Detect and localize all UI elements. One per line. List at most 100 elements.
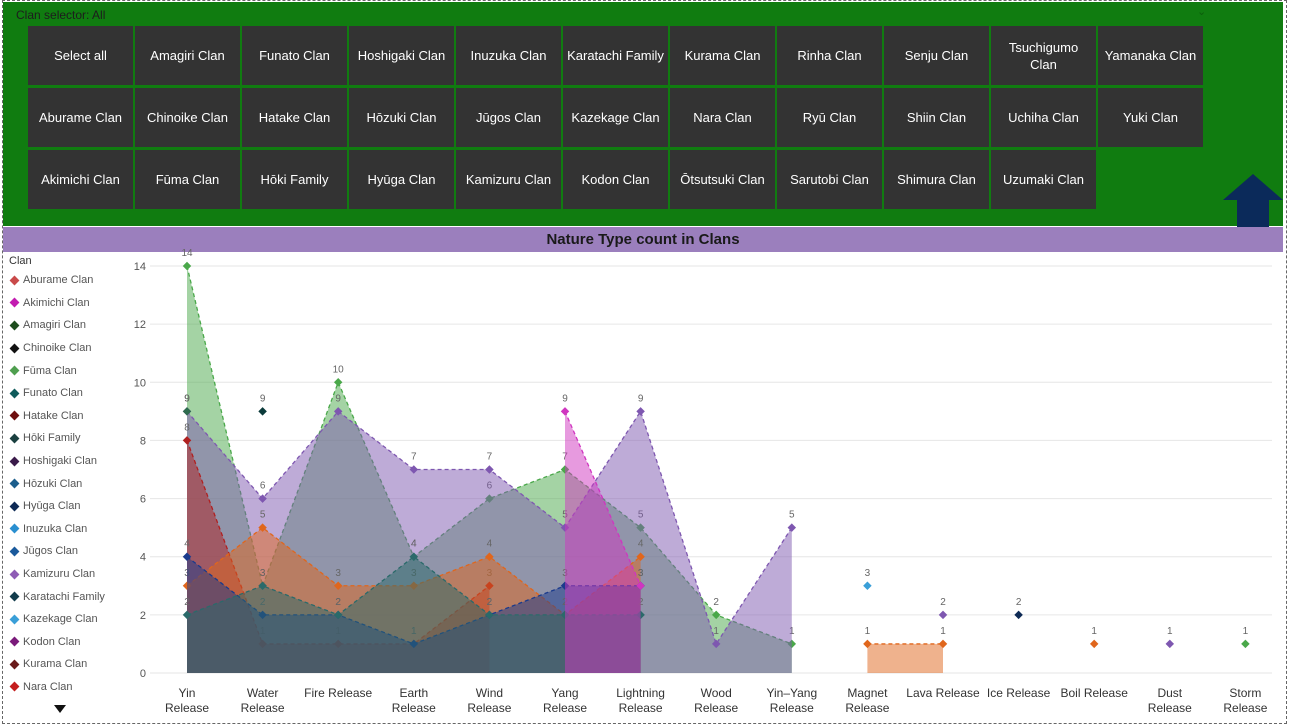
clan-button[interactable]: Shiin Clan [884, 88, 989, 147]
chevron-down-icon[interactable] [52, 702, 68, 716]
clan-button[interactable]: Hōzuki Clan [349, 88, 454, 147]
slicer-chevron-icon[interactable]: ⌄ [1197, 6, 1207, 18]
data-point[interactable] [485, 610, 494, 620]
legend-item[interactable]: Hyūga Clan [9, 495, 129, 518]
legend-item[interactable]: Aburame Clan [9, 269, 129, 292]
data-point[interactable] [258, 581, 267, 591]
data-point[interactable] [333, 581, 343, 591]
clan-button[interactable]: Select all [28, 26, 133, 85]
legend-label: Hōki Family [23, 432, 81, 445]
legend-label: Hōzuki Clan [23, 477, 83, 490]
clan-button[interactable]: Rinha Clan [777, 26, 882, 85]
legend-item[interactable]: Kurama Clan [9, 653, 129, 676]
legend-label: Funato Clan [23, 387, 83, 400]
clan-button[interactable]: Senju Clan [884, 26, 989, 85]
x-tick-label: Storm Release [1223, 686, 1267, 715]
data-point[interactable] [409, 465, 419, 474]
clan-button[interactable]: Karatachi Family [563, 26, 668, 85]
data-point[interactable] [560, 407, 570, 416]
clan-button[interactable]: Tsuchigumo Clan [991, 26, 1096, 85]
data-point[interactable] [787, 523, 797, 532]
clan-button[interactable]: Aburame Clan [28, 88, 133, 147]
legend-item[interactable]: Hōki Family [9, 427, 129, 450]
clan-button[interactable]: Kazekage Clan [563, 88, 668, 147]
legend-label: Hoshigaki Clan [23, 455, 97, 468]
data-point[interactable] [711, 639, 721, 649]
clan-button[interactable]: Chinoike Clan [135, 88, 240, 147]
x-tick-label: Ice Release [987, 686, 1051, 700]
clan-button[interactable]: Kodon Clan [563, 150, 668, 209]
clan-button[interactable]: Uchiha Clan [991, 88, 1096, 147]
data-label: 9 [184, 393, 190, 404]
series-line [564, 411, 642, 587]
clan-button[interactable]: Hatake Clan [242, 88, 347, 147]
data-point[interactable] [711, 610, 721, 620]
clan-button[interactable]: Hyūga Clan [349, 150, 454, 209]
legend-item[interactable]: Chinoike Clan [9, 337, 129, 360]
data-point[interactable] [258, 523, 267, 532]
legend-item[interactable]: Amagiri Clan [9, 314, 129, 337]
legend-item[interactable]: Funato Clan [9, 382, 129, 405]
legend-item[interactable]: Inuzuka Clan [9, 518, 129, 541]
y-tick-label: 10 [134, 377, 146, 389]
data-label: 9 [260, 393, 266, 404]
clan-button[interactable]: Sarutobi Clan [777, 150, 882, 209]
legend-item[interactable]: Nara Clan [9, 676, 129, 699]
clan-button[interactable]: Hōki Family [242, 150, 347, 209]
clan-button[interactable]: Akimichi Clan [28, 150, 133, 209]
data-point[interactable] [333, 407, 343, 416]
data-point[interactable] [182, 261, 192, 271]
legend-item[interactable]: Hatake Clan [9, 405, 129, 428]
data-point[interactable] [938, 639, 948, 649]
clan-button[interactable]: Jūgos Clan [456, 88, 561, 147]
clan-button[interactable]: Funato Clan [242, 26, 347, 85]
legend-item[interactable]: Jūgos Clan [9, 540, 129, 563]
data-point[interactable] [333, 378, 343, 387]
legend-item[interactable]: Akimichi Clan [9, 292, 129, 315]
data-point[interactable] [333, 610, 343, 620]
data-point[interactable] [1014, 610, 1023, 620]
data-point[interactable] [258, 494, 267, 503]
data-point[interactable] [636, 407, 645, 416]
data-point[interactable] [1089, 639, 1099, 649]
data-point[interactable] [258, 407, 267, 416]
data-point[interactable] [485, 465, 494, 474]
data-point[interactable] [182, 436, 192, 445]
data-label: 1 [865, 626, 871, 637]
clan-button[interactable]: Fūma Clan [135, 150, 240, 209]
legend-item[interactable]: Kodon Clan [9, 631, 129, 654]
data-point[interactable] [1241, 639, 1250, 649]
legend-item[interactable]: Hōzuki Clan [9, 472, 129, 495]
legend-item[interactable]: Hoshigaki Clan [9, 450, 129, 473]
clan-button[interactable]: Uzumaki Clan [991, 150, 1096, 209]
clan-button[interactable]: Shimura Clan [884, 150, 989, 209]
data-point[interactable] [182, 407, 192, 416]
legend-item[interactable]: Kazekage Clan [9, 608, 129, 631]
data-point[interactable] [636, 581, 645, 591]
legend-item[interactable]: Karatachi Family [9, 585, 129, 608]
data-point[interactable] [1165, 639, 1175, 649]
data-point[interactable] [863, 639, 872, 649]
data-point[interactable] [863, 581, 872, 591]
clan-button[interactable]: Hoshigaki Clan [349, 26, 454, 85]
clan-button[interactable]: Inuzuka Clan [456, 26, 561, 85]
legend-item[interactable]: Kamizuru Clan [9, 563, 129, 586]
up-arrow-icon[interactable] [1221, 172, 1285, 228]
clan-button[interactable]: Yamanaka Clan [1098, 26, 1203, 85]
data-label: 2 [487, 597, 493, 608]
clan-button[interactable]: Amagiri Clan [135, 26, 240, 85]
data-label: 4 [638, 539, 644, 550]
clan-button[interactable]: Kurama Clan [670, 26, 775, 85]
data-point[interactable] [636, 552, 645, 561]
clan-button[interactable]: Yuki Clan [1098, 88, 1203, 147]
clan-button[interactable]: Nara Clan [670, 88, 775, 147]
clan-button[interactable]: Ōtsutsuki Clan [670, 150, 775, 209]
data-point[interactable] [485, 552, 494, 561]
data-label: 1 [789, 626, 795, 637]
data-point[interactable] [938, 610, 948, 620]
legend-item[interactable]: Fūma Clan [9, 359, 129, 382]
data-point[interactable] [409, 552, 419, 561]
clan-button[interactable]: Ryū Clan [777, 88, 882, 147]
x-tick-label: Yin–Yang Release [766, 686, 817, 715]
clan-button[interactable]: Kamizuru Clan [456, 150, 561, 209]
